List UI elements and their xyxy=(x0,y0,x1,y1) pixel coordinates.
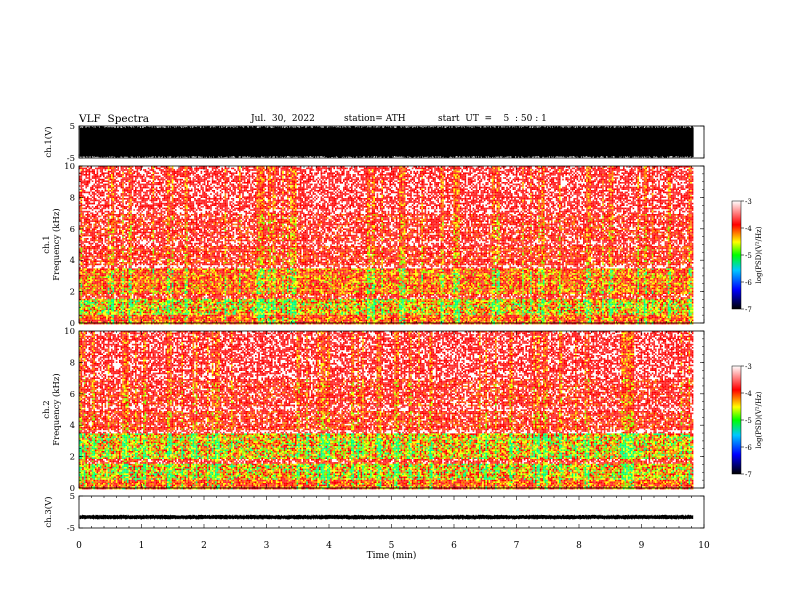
x-tick-label: 0 xyxy=(76,541,82,551)
y-tick-label: 6 xyxy=(70,390,75,400)
y-tick-label: 2 xyxy=(70,453,75,463)
ch1-colorbar-tick-label: -4 xyxy=(745,225,752,233)
x-tick-label: 10 xyxy=(698,541,710,551)
y-tick-label: 5 xyxy=(70,492,75,502)
x-tick-label: 2 xyxy=(201,541,207,551)
ch1-colorbar xyxy=(732,201,741,309)
ch1-colorbar-label: log(PSD)(V²/Hz) xyxy=(755,226,763,283)
x-tick-label: 8 xyxy=(576,541,582,551)
ch2-colorbar-tick-label: -4 xyxy=(745,390,752,398)
y-tick-label: 8 xyxy=(70,358,75,368)
ch2-colorbar xyxy=(732,366,741,474)
y-tick-label: 2 xyxy=(70,288,75,298)
ch1-axis-label: ch.1(V) xyxy=(43,126,54,157)
y-tick-label: 4 xyxy=(70,256,75,266)
y-tick-label: -5 xyxy=(67,524,75,534)
ch2-colorbar-tick-label: -7 xyxy=(745,471,752,479)
ch1-colorbar-tick-label: -6 xyxy=(745,279,752,287)
ch1-frequency-label: Frequency (kHz) xyxy=(51,208,62,280)
y-tick-label: 10 xyxy=(64,327,75,337)
ch1-colorbar-tick-label: -3 xyxy=(745,198,752,206)
ch3-axis-label: ch.3(V) xyxy=(43,496,54,527)
y-tick-label: 8 xyxy=(70,193,75,203)
y-tick-label: 4 xyxy=(70,421,75,431)
y-tick-label: 6 xyxy=(70,225,75,235)
y-tick-label: 5 xyxy=(70,122,75,132)
ch1-channel-label: ch.1 xyxy=(42,235,52,253)
x-tick-label: 9 xyxy=(639,541,645,551)
ch1-waveform xyxy=(80,126,693,158)
vlf-figure: -3 -4 -5 -6 -7 log(PSD)(V²/Hz) -3 -4 -5 -6 -7 log(P… xyxy=(0,0,792,612)
ch1-colorbar-tick-label: -7 xyxy=(745,306,752,314)
y-tick-label: 10 xyxy=(64,162,75,172)
x-tick-label: 6 xyxy=(451,541,457,551)
ch2-colorbar-tick-label: -3 xyxy=(745,363,752,371)
ch2-colorbar-label: log(PSD)(V²/Hz) xyxy=(755,391,763,448)
x-axis-label: Time (min) xyxy=(367,550,417,561)
ch2-colorbar-tick-label: -5 xyxy=(745,417,752,425)
x-tick-label: 5 xyxy=(389,541,395,551)
x-tick-label: 4 xyxy=(326,541,332,551)
ch2-frequency-label: Frequency (kHz) xyxy=(51,373,62,445)
ch2-colorbar-tick-label: -6 xyxy=(745,444,752,452)
x-tick-label: 3 xyxy=(264,541,270,551)
x-tick-label: 1 xyxy=(139,541,145,551)
panel-bg-4 xyxy=(79,496,704,528)
ch1-colorbar-tick-label: -5 xyxy=(745,252,752,260)
ch2-channel-label: ch.2 xyxy=(42,400,52,418)
x-tick-label: 7 xyxy=(514,541,520,551)
